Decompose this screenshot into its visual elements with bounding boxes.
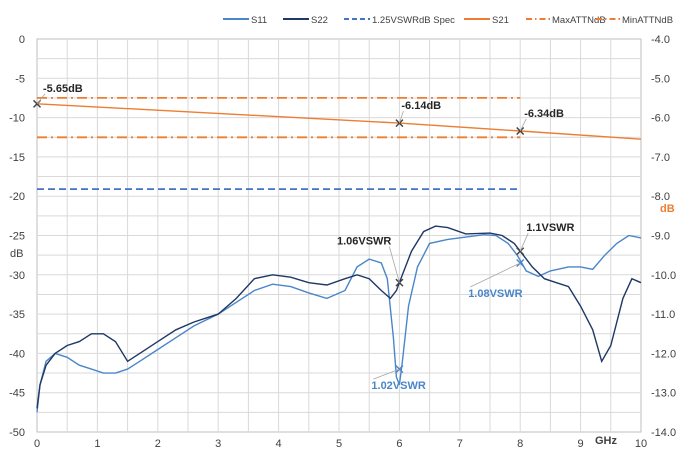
- legend-label: S11: [251, 15, 267, 26]
- marker-label: 1.02VSWR: [371, 380, 425, 392]
- right-tick-label: -9.0: [651, 231, 670, 243]
- marker: 1.06VSWR: [337, 236, 404, 287]
- marker-label: -5.65dB: [43, 83, 83, 95]
- marker: 1.1VSWR: [516, 222, 575, 256]
- x-tick-label: 6: [396, 438, 402, 450]
- legend-item: MaxATTNdB: [526, 15, 606, 26]
- left-tick-label: -25: [9, 231, 25, 243]
- legend-item: S22: [283, 15, 328, 26]
- right-tick-label: -6.0: [651, 113, 670, 125]
- left-tick-label: -15: [9, 152, 25, 164]
- marker-leader: [36, 93, 46, 105]
- left-axis-label: dB: [10, 248, 23, 260]
- marker-label: -6.34dB: [524, 108, 564, 120]
- axes: 0 -5 -10 -15 -20 -25 -30 -35 -40 -45 -50 -4.0 -5.0 -6…: [9, 34, 676, 450]
- marker-label: 1.08VSWR: [468, 288, 522, 300]
- marker: 1.02VSWR: [371, 365, 426, 392]
- marker-label: -6.14dB: [401, 100, 441, 112]
- marker: -5.65dB: [33, 83, 83, 108]
- x-tick-label: 8: [517, 438, 523, 450]
- legend-item: S11: [223, 15, 267, 26]
- series-s11: [36, 233, 642, 413]
- series-s21: [36, 103, 642, 140]
- right-tick-label: -4.0: [651, 34, 670, 46]
- marker-label: 1.1VSWR: [526, 222, 574, 234]
- legend-item: 1.25VSWRdB Spec: [344, 15, 455, 26]
- legend-item: S21: [464, 15, 509, 26]
- left-tick-label: -35: [9, 309, 25, 321]
- x-tick-label: 5: [336, 438, 342, 450]
- x-tick-label: 4: [276, 438, 282, 450]
- marker: 1.08VSWR: [468, 259, 525, 300]
- legend: S11 S22 1.25VSWRdB Spec S21 MaxATTNdB MinATTN…: [223, 15, 673, 26]
- right-axis-label: dB: [660, 203, 675, 215]
- right-tick-label: -10.0: [651, 270, 676, 282]
- x-unit-label: GHz: [595, 435, 618, 447]
- legend-item: MinATTNdB: [596, 15, 673, 26]
- marker-leader: [470, 262, 521, 288]
- legend-label: 1.25VSWRdB Spec: [372, 15, 455, 26]
- left-tick-label: 0: [19, 34, 25, 46]
- right-tick-label: -11.0: [651, 309, 675, 321]
- left-tick-label: -5: [15, 73, 25, 85]
- marker-leader: [519, 118, 527, 132]
- left-tick-label: -40: [9, 348, 25, 360]
- markers: -5.65dB -6.14dB -6.34dB 1.06VSWR 1.1VSWR 1.02…: [33, 83, 575, 392]
- marker-leader: [389, 246, 400, 283]
- legend-label: S21: [492, 15, 509, 26]
- legend-label: S22: [311, 15, 328, 26]
- left-tick-label: -10: [9, 113, 25, 125]
- left-tick-label: -45: [9, 388, 25, 400]
- marker: -6.14dB: [395, 100, 441, 128]
- marker-leader: [373, 368, 400, 380]
- legend-label: MinATTNdB: [622, 15, 673, 26]
- left-tick-label: -50: [9, 427, 25, 439]
- right-tick-label: -14.0: [651, 427, 676, 439]
- right-tick-label: -12.0: [651, 348, 676, 360]
- x-tick-label: 1: [94, 438, 100, 450]
- x-tick-label: 10: [635, 438, 647, 450]
- x-tick-label: 0: [34, 438, 40, 450]
- marker-leader: [519, 233, 529, 252]
- right-tick-label: -8.0: [651, 191, 670, 203]
- right-tick-label: -13.0: [651, 388, 676, 400]
- x-tick-label: 3: [215, 438, 221, 450]
- marker-leader: [399, 110, 404, 124]
- right-tick-label: -7.0: [651, 152, 670, 164]
- legend-label: MaxATTNdB: [552, 15, 606, 26]
- x-tick-label: 2: [155, 438, 161, 450]
- marker: -6.34dB: [516, 108, 564, 135]
- x-tick-label: 7: [457, 438, 463, 450]
- series-s22: [36, 225, 642, 409]
- marker-label: 1.06VSWR: [337, 236, 391, 248]
- series-lines: [36, 97, 642, 413]
- left-tick-label: -20: [9, 191, 25, 203]
- right-tick-label: -5.0: [651, 73, 670, 85]
- x-tick-label: 9: [578, 438, 584, 450]
- left-tick-label: -30: [9, 270, 25, 282]
